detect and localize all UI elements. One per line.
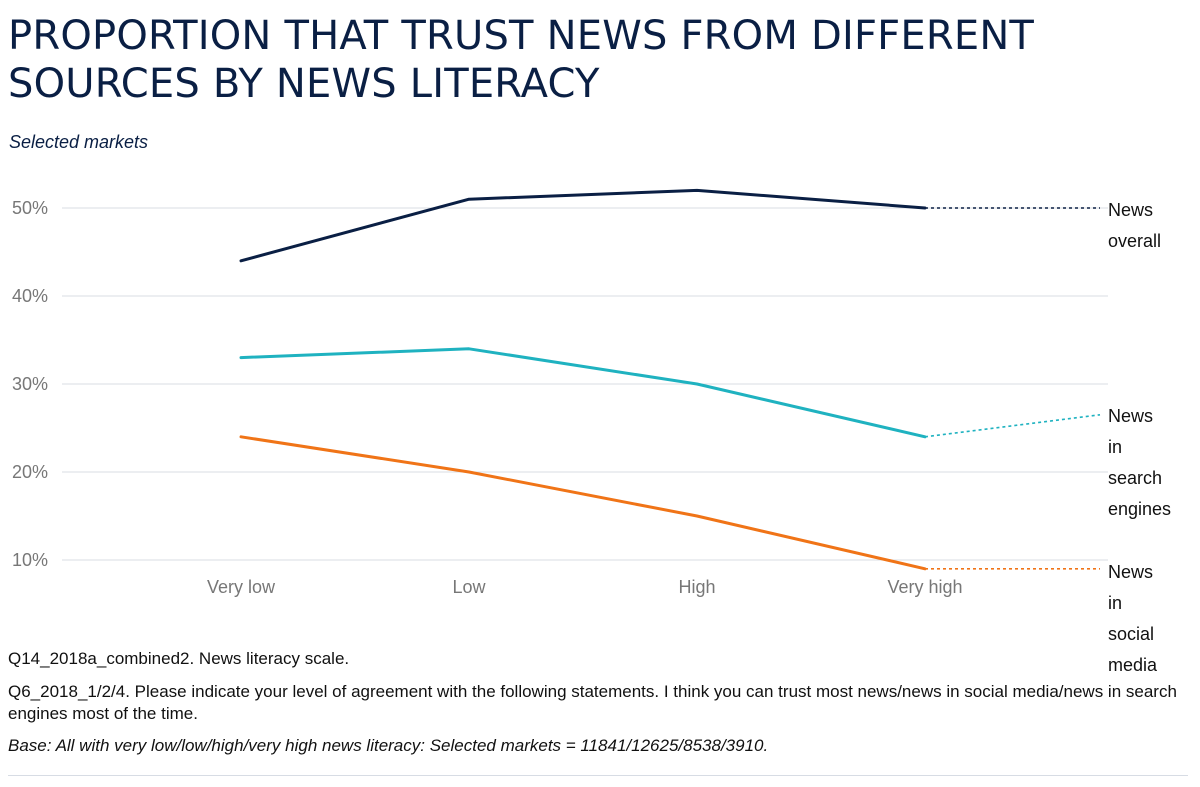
series-line	[239, 435, 927, 571]
series-label: search	[1108, 468, 1162, 488]
series-label: News	[1108, 562, 1153, 582]
y-tick-label: 30%	[12, 374, 48, 394]
footnote-literacy-scale: Q14_2018a_combined2. News literacy scale…	[8, 649, 350, 668]
footnotes: Q14_2018a_combined2. News literacy scale…	[8, 648, 1188, 768]
series-label: media	[1108, 655, 1158, 675]
series-label: in	[1108, 437, 1122, 457]
series-extension	[924, 414, 1101, 438]
y-tick-label: 10%	[12, 550, 48, 570]
footnote-question: Q6_2018_1/2/4. Please indicate your leve…	[8, 682, 1177, 723]
bottom-divider	[8, 775, 1188, 776]
series-label: overall	[1108, 231, 1161, 251]
chart-subtitle: Selected markets	[9, 132, 149, 152]
x-tick-label: Very low	[207, 577, 276, 597]
x-tick-label: Very high	[887, 577, 962, 597]
series-label: in	[1108, 593, 1122, 613]
footnote-base: Base: All with very low/low/high/very hi…	[8, 736, 769, 755]
y-tick-label: 20%	[12, 462, 48, 482]
series-label: social	[1108, 624, 1154, 644]
series-line	[239, 347, 927, 439]
x-tick-label: Low	[452, 577, 486, 597]
chart-title: PROPORTION THAT TRUST NEWS FROM DIFFEREN…	[8, 13, 1035, 107]
series-label: News	[1108, 406, 1153, 426]
x-tick-label: High	[678, 577, 715, 597]
series-line	[239, 188, 927, 263]
y-tick-label: 50%	[12, 198, 48, 218]
series-label: engines	[1108, 499, 1171, 519]
series-label: News	[1108, 200, 1153, 220]
y-tick-label: 40%	[12, 286, 48, 306]
